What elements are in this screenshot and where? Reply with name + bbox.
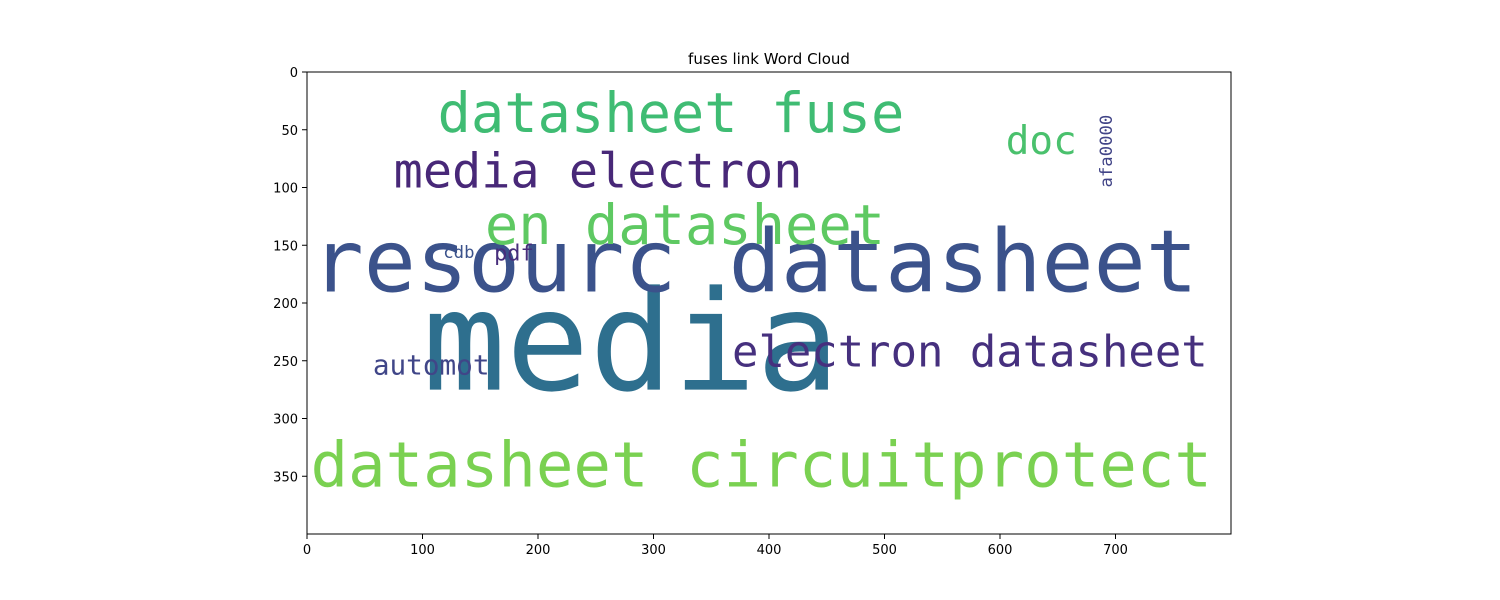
y-tick-label: 50 [281,124,298,139]
word-doc: doc [1006,119,1077,164]
word-datasheet-circuitprotect: datasheet circuitprotect [310,429,1212,502]
x-tick-label: 200 [526,543,551,558]
word-afa0000: afa0000 [1097,115,1117,188]
word-resourc-datasheet: resourc datasheet [312,212,1198,312]
y-tick-label: 350 [273,470,298,485]
y-axis: 0 50 100 150 200 250 300 350 [273,66,307,485]
y-tick-label: 300 [273,413,298,428]
word-en-datasheet: en datasheet [485,194,885,258]
x-tick-label: 300 [641,543,666,558]
word-cdb: cdb [443,243,474,263]
y-tick-label: 0 [290,66,298,81]
word-media-electron: media electron [394,144,803,200]
word-media: media [423,261,840,423]
word-datasheet-fuse: datasheet fuse [438,82,905,146]
x-tick-label: 0 [303,543,311,558]
x-tick-label: 600 [988,543,1013,558]
x-tick-label: 100 [410,543,435,558]
y-tick-label: 100 [273,182,298,197]
x-tick-label: 500 [872,543,897,558]
word-automot: automot [373,349,490,382]
x-tick-label: 700 [1103,543,1128,558]
x-axis: 0 100 200 300 400 500 600 700 [303,534,1128,558]
x-tick-label: 400 [757,543,782,558]
word-electron-datasheet: electron datasheet [732,327,1208,378]
plot-background [307,72,1231,534]
word-pdf: pdf [494,241,534,266]
y-tick-label: 150 [273,239,298,254]
y-tick-label: 250 [273,355,298,370]
chart-title: fuses link Word Cloud [688,50,850,68]
y-tick-label: 200 [273,297,298,312]
